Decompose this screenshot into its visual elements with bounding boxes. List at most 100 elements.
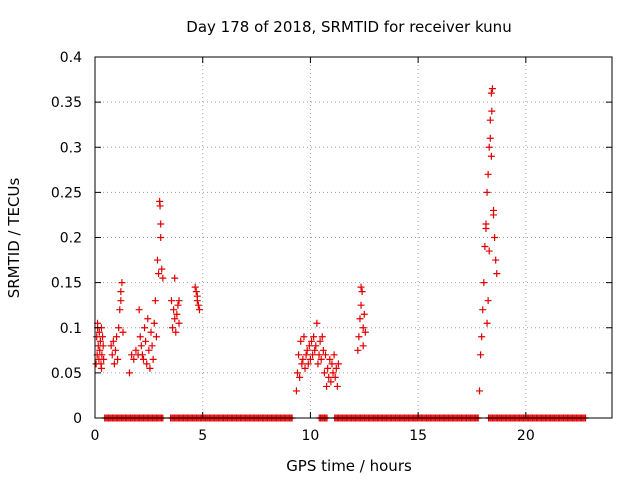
y-tick-label: 0.35 [51,95,82,111]
data-point [358,288,366,296]
data-point [293,369,301,377]
data-point [300,333,308,341]
y-tick-label: 0.4 [60,50,82,66]
data-point [330,351,338,359]
data-point [324,364,332,372]
data-point [483,188,491,196]
data-point [485,247,493,255]
data-point [128,351,136,359]
data-point [326,355,334,363]
data-point [357,301,365,309]
data-point [117,288,125,296]
data-point [108,351,116,359]
data-point [490,211,498,219]
data-point [119,328,127,336]
data-point [482,220,490,228]
data-point [143,360,151,368]
data-point [318,333,326,341]
data-point [299,355,307,363]
data-point [171,274,179,282]
data-point [316,337,324,345]
data-point [175,319,183,327]
data-point [309,351,317,359]
y-tick-label: 0.2 [60,231,82,247]
y-tick-label: 0.3 [60,140,82,156]
y-tick-labels: 0 0.05 0.1 0.15 0.2 0.25 0.3 0.35 0.4 [51,50,82,427]
data-point [356,315,364,323]
data-point [95,328,103,336]
data-point [485,143,493,151]
data-point [332,364,340,372]
data-point [117,297,125,305]
data-point [193,292,201,300]
data-point [493,270,501,278]
data-point [357,283,365,291]
data-point [476,387,484,395]
data-point [99,342,107,350]
data-point [173,310,181,318]
axis-ticks [94,56,612,419]
data-point [109,337,117,345]
data-point [148,342,156,350]
x-tick-label: 10 [302,428,320,444]
data-point [151,297,159,305]
x-tick-label: 0 [91,428,100,444]
data-point [118,279,126,287]
data-point [157,234,165,241]
data-point [323,382,331,390]
data-point [136,333,144,341]
data-point [175,297,183,305]
x-tick-label: 15 [409,428,427,444]
data-point [315,351,323,359]
data-point [147,328,155,336]
data-point [159,274,167,282]
data-point [320,369,328,377]
x-tick-labels: 0 5 10 15 20 [91,428,535,444]
data-point [307,337,315,345]
y-tick-label: 0.1 [60,321,82,337]
data-point [477,351,485,359]
y-tick-label: 0 [73,411,82,427]
data-point [139,355,147,363]
data-point [292,387,300,395]
data-point [327,378,335,386]
data-point [297,337,305,345]
data-point [305,342,313,350]
data-point [361,328,369,336]
data-point [158,265,166,273]
data-point [114,355,122,363]
data-point [333,382,341,390]
data-point [138,351,146,359]
data-point [354,346,362,354]
y-axis-label: SRMTID / TECUs [5,178,23,299]
data-point [116,306,124,314]
y-tick-label: 0.05 [51,366,82,382]
data-point [478,333,486,341]
data-point [334,360,342,368]
data-point [296,373,304,381]
x-tick-label: 20 [517,428,535,444]
data-point [99,333,107,341]
data-point [359,324,367,332]
data-point [302,351,310,359]
data-point [132,346,140,354]
data-point [172,328,180,336]
data-point [156,202,164,210]
data-point [314,360,322,368]
data-point [483,319,491,327]
data-point [328,360,336,368]
data-point [491,234,499,241]
data-point [107,342,115,350]
data-point [319,346,327,354]
data-point [295,351,303,359]
data-point [312,342,320,350]
data-point [96,337,104,345]
y-tick-label: 0.25 [51,185,82,201]
data-point [174,301,182,309]
data-point [167,297,175,305]
data-point [130,355,138,363]
data-point [153,256,161,264]
data-point [145,346,153,354]
